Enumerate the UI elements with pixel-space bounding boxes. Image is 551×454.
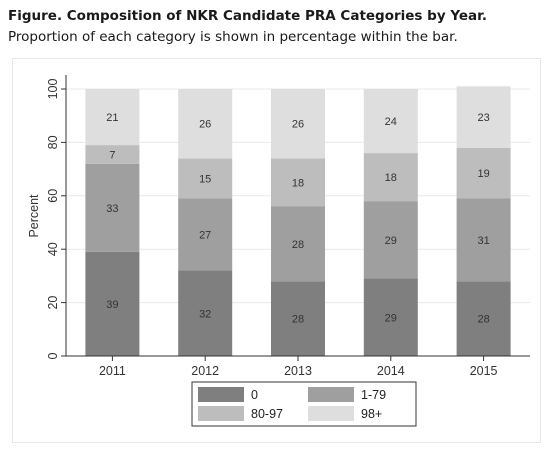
axes: 2011 2012 2013 2014 2015 0 20 40 60 80 100: [46, 75, 530, 378]
bar-data-label: 31: [477, 235, 489, 247]
bar-segment-2013-1-79: [271, 206, 325, 282]
bar-data-label: 28: [477, 314, 489, 326]
bar-segment-2014-0: [363, 278, 418, 356]
bar-data-label: 32: [199, 308, 211, 320]
x-tick-label: 2013: [284, 364, 312, 378]
bar-data-label: 33: [106, 203, 118, 215]
bar-segment-2011-80-97: [85, 145, 140, 164]
bar-data-label: 18: [385, 172, 397, 184]
bar-segment-2015-0: [456, 281, 511, 356]
bar-segment-2014-1-79: [363, 201, 418, 279]
bar-segment-2014-98+: [363, 89, 418, 154]
legend-label: 0: [251, 388, 258, 402]
bar-segment-2012-1-79: [178, 198, 233, 271]
y-tick-label: 40: [46, 242, 60, 256]
legend-label: 1-79: [361, 388, 386, 402]
y-tick-label: 60: [46, 189, 60, 203]
legend-swatch: [308, 387, 354, 402]
y-tick-label: 100: [46, 79, 60, 100]
y-tick-label: 80: [46, 135, 60, 149]
bar-data-label: 7: [109, 149, 115, 161]
bar-segment-2015-1-79: [456, 198, 511, 282]
legend: 0 1-79 80-97 98+: [191, 381, 417, 427]
bar-segment-2012-98+: [178, 89, 233, 159]
legend-swatch: [308, 406, 354, 421]
bar-data-label: 27: [199, 230, 211, 242]
bar-data-label: 19: [477, 168, 489, 180]
bar-data-label: 21: [106, 112, 118, 124]
x-tick-label: 2015: [470, 364, 498, 378]
caption-text: Proportion of each category is shown in …: [8, 29, 458, 45]
bar-data-label: 26: [199, 119, 211, 131]
legend-swatch: [198, 406, 244, 421]
legend-label: 98+: [361, 407, 382, 421]
caption-title: Figure. Composition of NKR Candidate PRA…: [8, 8, 487, 24]
bars: 39 33 7 21 32 27 15 26 28 28 18 26 29 29 18 24 28 31 19 23: [85, 86, 511, 356]
bar-segment-2012-0: [178, 270, 233, 356]
y-tick-label: 20: [46, 296, 60, 310]
y-tick-label: 0: [46, 352, 60, 359]
bar-data-label: 28: [292, 239, 304, 251]
bar-segment-2014-80-97: [363, 153, 418, 202]
bar-segment-2013-80-97: [271, 158, 325, 207]
bar-segment-2015-80-97: [456, 147, 511, 199]
bar-data-label: 28: [292, 314, 304, 326]
bar-data-label: 39: [106, 299, 118, 311]
y-axis-title: Percent: [27, 194, 41, 238]
bar-segment-2011-1-79: [85, 163, 140, 252]
bar-data-label: 18: [292, 177, 304, 189]
figure-caption: Figure. Composition of NKR Candidate PRA…: [8, 6, 543, 48]
legend-swatch: [198, 387, 244, 402]
bar-data-label: 26: [292, 119, 304, 131]
bar-segment-2013-0: [271, 281, 325, 356]
bar-segment-2011-98+: [85, 89, 140, 146]
bar-data-label: 23: [477, 112, 489, 124]
bar-data-label: 15: [199, 173, 211, 185]
bar-data-label: 29: [385, 235, 397, 247]
x-tick-label: 2011: [99, 364, 126, 378]
x-tick-label: 2014: [377, 364, 405, 378]
legend-label: 80-97: [251, 407, 283, 421]
bar-data-label: 24: [385, 116, 397, 128]
bar-segment-2015-98+: [456, 86, 511, 148]
x-tick-label: 2012: [191, 364, 219, 378]
bar-segment-2013-98+: [271, 89, 325, 159]
bar-segment-2011-0: [85, 251, 140, 356]
bar-data-label: 29: [385, 312, 397, 324]
bar-segment-2012-80-97: [178, 158, 233, 199]
